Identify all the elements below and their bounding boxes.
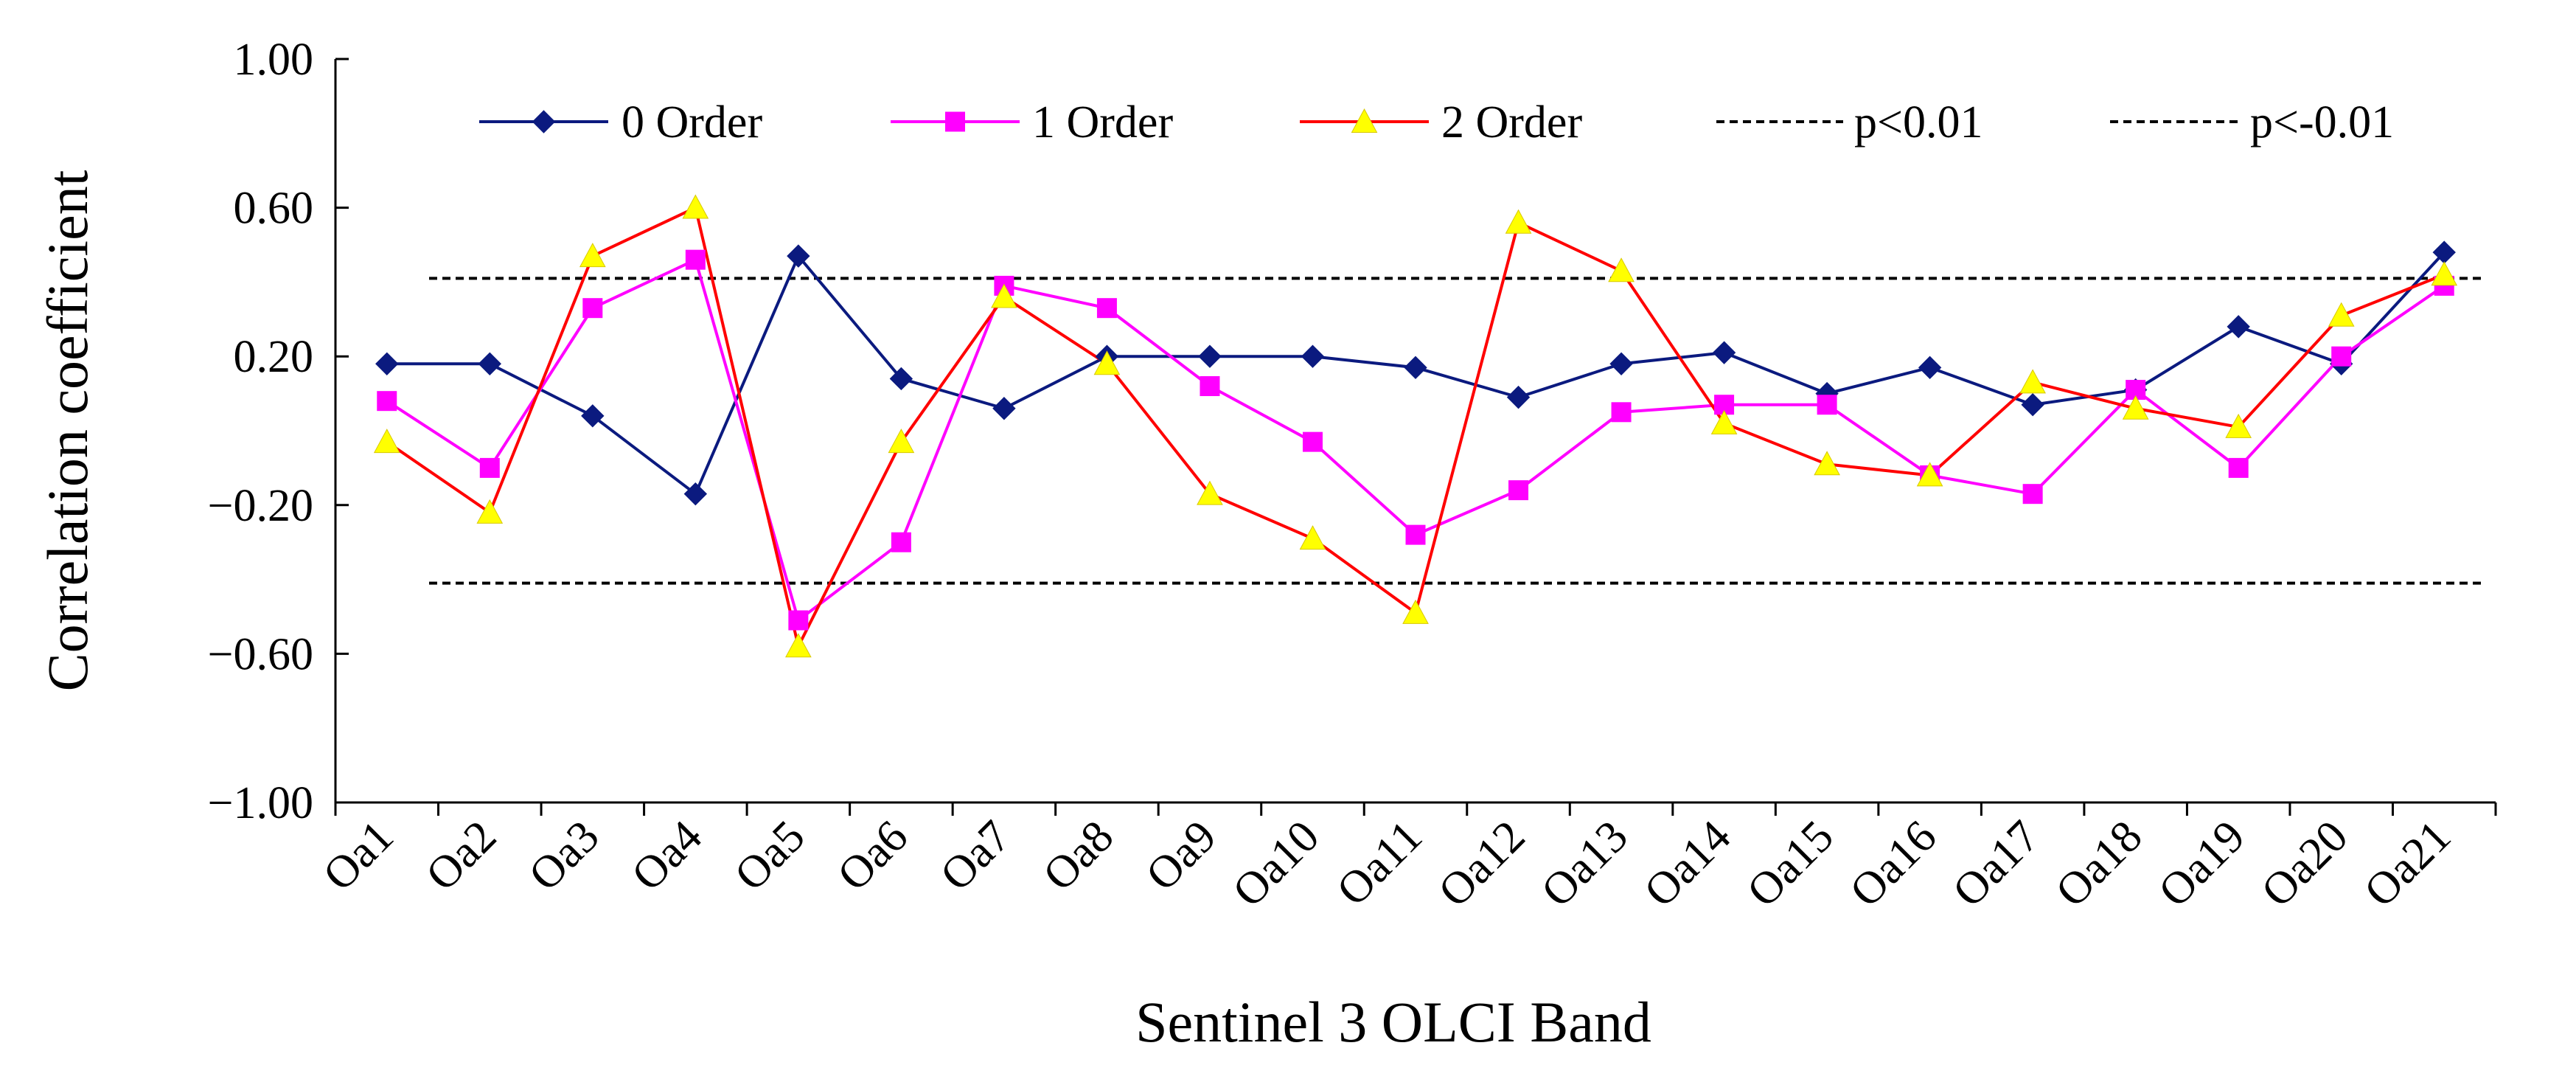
data-point-0: [375, 352, 399, 375]
data-point-0: [581, 404, 605, 428]
series-line-1: [386, 258, 2446, 623]
x-tick-label: Oa16: [1840, 811, 1946, 917]
data-point-1: [1817, 395, 1837, 415]
legend-marker-1: [945, 111, 965, 132]
axes: [334, 59, 2496, 804]
y-tick-label: 1.00: [234, 35, 314, 85]
x-tick-label: Oa4: [622, 811, 711, 901]
data-point-2: [785, 633, 812, 658]
data-point-2: [1093, 350, 1121, 375]
x-tick-label: Oa19: [2149, 811, 2255, 917]
data-point-1: [1200, 376, 1220, 397]
y-tick-label: −0.60: [208, 629, 313, 679]
data-point-0: [683, 482, 708, 506]
data-point-2: [1814, 451, 1840, 476]
data-point-0: [1506, 385, 1531, 409]
x-tick-label: Oa12: [1429, 811, 1534, 917]
data-point-1: [582, 298, 603, 319]
data-point-0: [1198, 344, 1222, 368]
data-point-2: [1710, 409, 1738, 434]
series-line-2: [386, 206, 2445, 648]
data-point-1: [1302, 431, 1323, 452]
data-point-1: [1096, 298, 1117, 319]
x-tick-label: Oa21: [2355, 811, 2460, 917]
data-point-1: [1611, 402, 1632, 423]
data-point-2: [476, 499, 504, 524]
x-axis-title: Sentinel 3 OLCI Band: [1135, 990, 1651, 1054]
data-point-2: [1197, 480, 1223, 505]
data-point-2: [2019, 369, 2046, 394]
reference-lines: [429, 277, 2486, 585]
x-tick-label: Oa3: [520, 811, 609, 901]
data-point-0: [1609, 352, 1633, 375]
data-point-1: [788, 610, 809, 631]
data-point-2: [2122, 395, 2149, 420]
data-point-2: [2328, 302, 2355, 327]
data-point-1: [479, 457, 500, 478]
x-tick-label: Oa9: [1137, 811, 1226, 901]
legend-label-ref-0: p<0.01: [1854, 97, 1983, 148]
data-point-0: [1918, 356, 1942, 380]
data-point-0: [1712, 341, 1736, 364]
data-point-2: [1402, 599, 1429, 624]
series: [373, 194, 2458, 658]
data-point-2: [991, 283, 1017, 308]
data-point-0: [787, 244, 810, 268]
legend-label-ref-1: p<-0.01: [2250, 97, 2394, 148]
data-point-0: [992, 397, 1016, 420]
y-tick-label: −1.00: [208, 778, 313, 828]
y-axis-title: Correlation coefficient: [35, 170, 100, 691]
data-point-1: [2022, 484, 2043, 504]
x-tick-label: Oa10: [1223, 811, 1329, 917]
data-point-0: [1404, 356, 1427, 380]
legend-marker-2: [1351, 108, 1378, 133]
data-point-1: [1508, 480, 1529, 501]
x-tick-label: Oa8: [1034, 811, 1123, 901]
data-point-2: [579, 243, 606, 268]
legend: 0 Order 1 Order 2 Order p<0.01 p<-0.01: [479, 97, 2394, 148]
x-tick-label: Oa20: [2252, 811, 2358, 917]
x-tick-label: Oa17: [1943, 811, 2049, 917]
legend-label-2: 2 Order: [1441, 97, 1582, 148]
legend-label-1: 1 Order: [1032, 97, 1173, 148]
y-tick-label: −0.20: [208, 481, 313, 531]
x-tick-label: Oa6: [828, 811, 917, 901]
legend-label-0: 0 Order: [622, 97, 762, 148]
y-tick-label: 0.60: [234, 184, 314, 234]
data-point-1: [2228, 457, 2249, 478]
data-point-0: [2227, 315, 2250, 339]
data-point-2: [1505, 209, 1532, 234]
data-point-2: [373, 429, 400, 454]
x-tick-label: Oa2: [417, 811, 506, 901]
data-point-2: [1608, 257, 1635, 282]
data-point-1: [1405, 524, 1426, 545]
x-tick-label: Oa18: [2047, 811, 2152, 917]
x-tick-label: Oa14: [1635, 811, 1740, 917]
x-tick-label: Oa5: [725, 811, 815, 901]
data-point-2: [2431, 261, 2458, 286]
legend-marker-0: [532, 110, 556, 134]
y-tick-label: 0.20: [234, 332, 314, 382]
x-tick-label: Oa15: [1738, 811, 1843, 917]
data-point-1: [685, 249, 706, 270]
data-point-0: [478, 352, 501, 375]
data-point-1: [891, 532, 911, 552]
x-tick-label: Oa1: [314, 811, 403, 901]
data-point-2: [682, 194, 709, 219]
x-ticks: Oa1 Oa2 Oa3 Oa4 Oa5 Oa6 Oa7 Oa8 Oa9Oa10Oa11Oa12O…: [314, 802, 2497, 917]
data-point-0: [889, 367, 913, 391]
data-point-2: [2225, 413, 2252, 438]
data-point-1: [377, 391, 397, 412]
x-tick-label: Oa11: [1327, 811, 1431, 915]
x-tick-label: Oa13: [1532, 811, 1637, 917]
data-point-2: [1299, 525, 1326, 550]
y-ticks: 1.00 0.60 0.20 −0.20 −0.60 −1.00: [208, 35, 349, 828]
data-point-2: [1916, 462, 1943, 487]
data-point-0: [2021, 393, 2044, 417]
data-point-0: [1301, 344, 1325, 368]
data-point-2: [888, 429, 915, 454]
data-point-1: [2331, 346, 2352, 367]
x-tick-label: Oa7: [931, 811, 1020, 901]
